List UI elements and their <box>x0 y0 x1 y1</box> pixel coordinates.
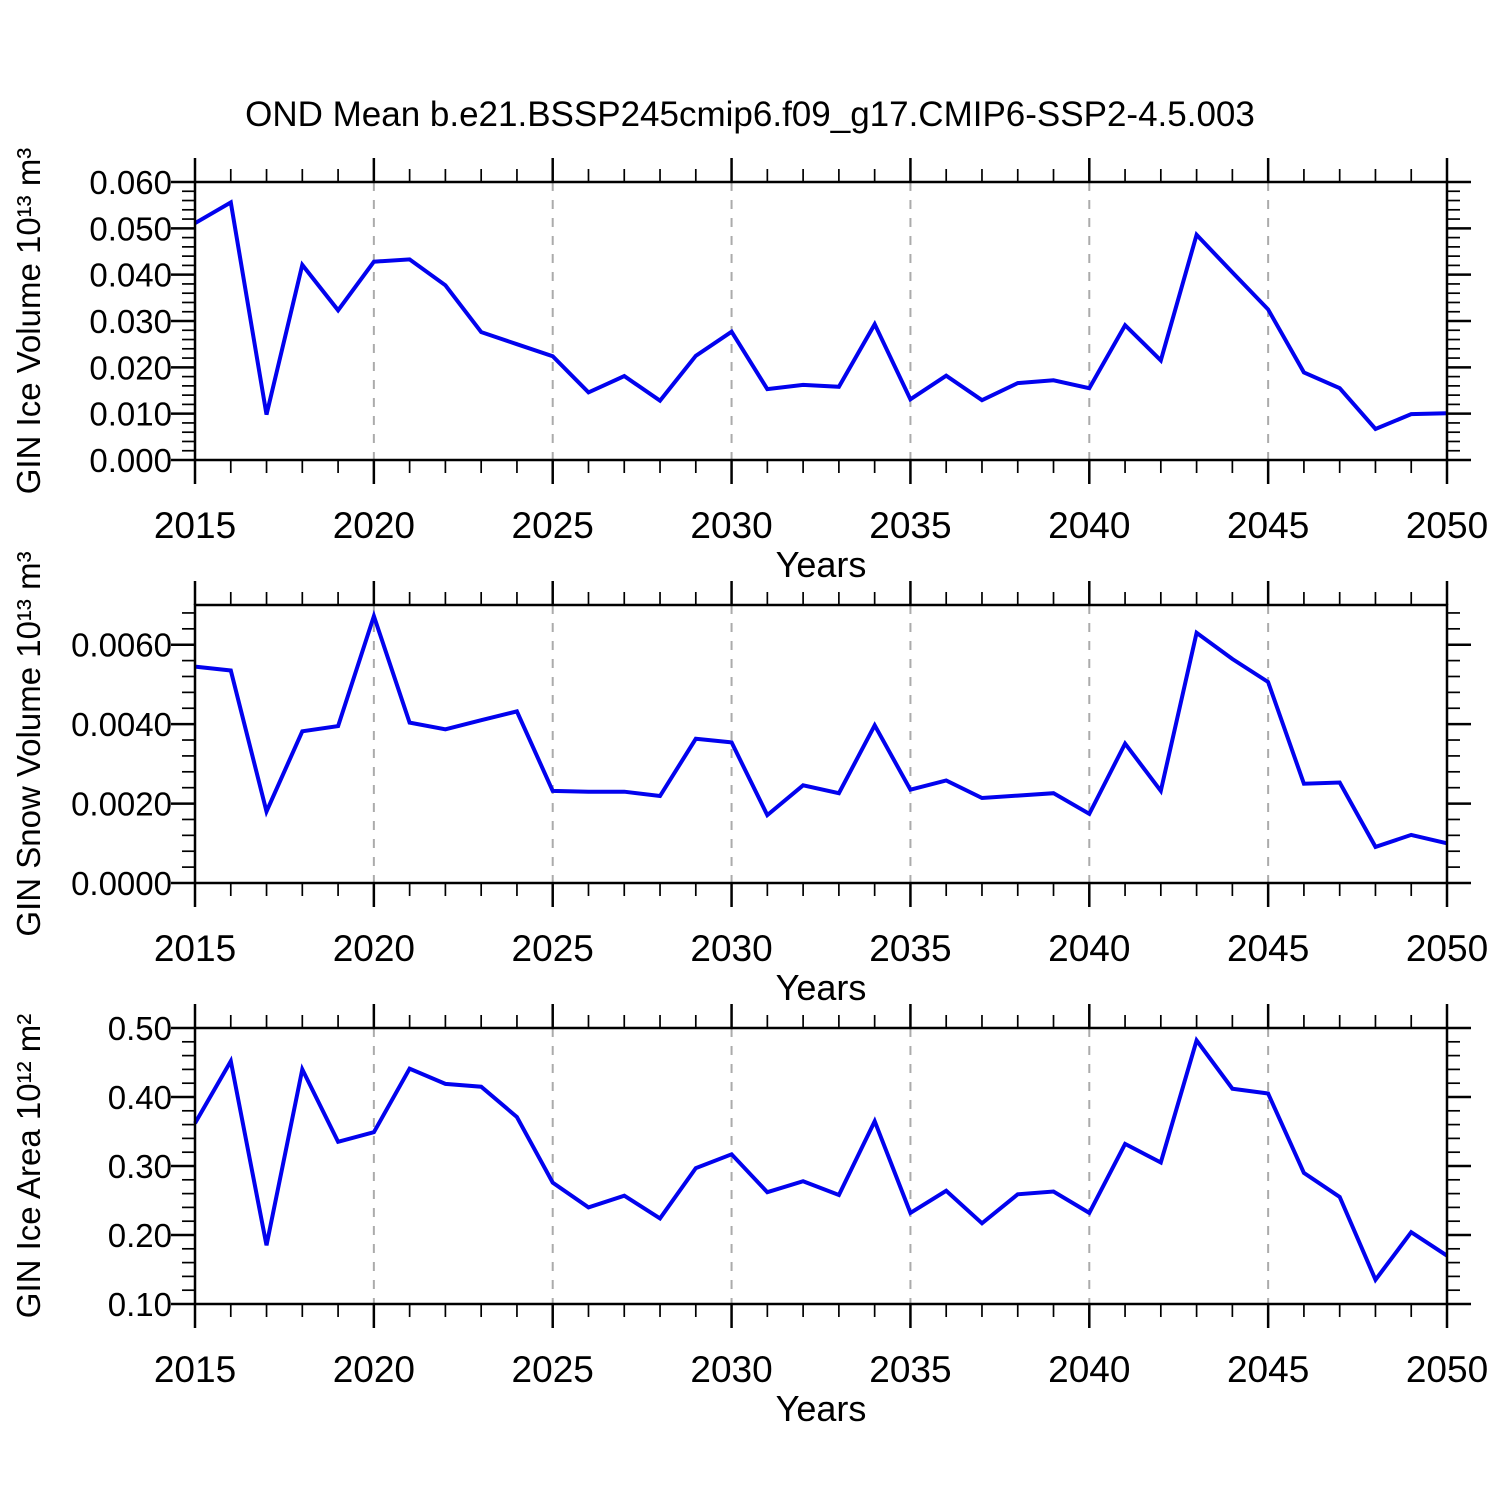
x-tick-label: 2020 <box>333 928 415 969</box>
series-line-gin-snow-volume <box>194 609 1448 850</box>
panel-gin-ice-volume: 2015 2020 2025 2030 2035 2040 2045 2050 0.000 0.0… <box>10 148 1488 585</box>
x-tick-label: 2020 <box>333 1349 415 1390</box>
plot-frame <box>193 180 1449 462</box>
y-tick-label: 0.0060 <box>71 627 172 664</box>
x-tick-label: 2030 <box>690 1349 772 1390</box>
plot-frame <box>193 603 1449 885</box>
y-tick-label: 0.0000 <box>71 865 172 902</box>
series-line-gin-ice-area <box>193 1035 1449 1284</box>
x-tick-label: 2045 <box>1227 505 1309 546</box>
x-tick-label: 2050 <box>1406 1349 1488 1390</box>
x-tick-label: 2025 <box>512 1349 594 1390</box>
plot-frame <box>193 1026 1449 1306</box>
x-tick-label: 2035 <box>869 928 951 969</box>
x-tick-label: 2020 <box>333 505 415 546</box>
y-tick-label: 0.040 <box>89 257 172 294</box>
y-axis-label: GIN Ice Volume 10¹³ m³ <box>10 148 47 495</box>
x-axis-label: Years <box>776 544 867 585</box>
y-tick-label: 0.010 <box>89 396 172 433</box>
y-tick-label: 0.40 <box>108 1079 172 1116</box>
x-tick-label: 2015 <box>154 928 236 969</box>
x-tick-label: 2035 <box>869 505 951 546</box>
y-tick-label: 0.20 <box>108 1217 172 1254</box>
x-tick-label: 2050 <box>1406 928 1488 969</box>
x-tick-label: 2015 <box>154 1349 236 1390</box>
y-tick-label: 0.060 <box>89 164 172 201</box>
figure-title: OND Mean b.e21.BSSP245cmip6.f09_g17.CMIP… <box>245 95 1255 134</box>
y-axis-label: GIN Ice Area 10¹² m² <box>10 1014 47 1318</box>
series-line-gin-ice-volume <box>193 199 1448 432</box>
x-axis-label: Years <box>776 967 867 1008</box>
y-tick-label: 0.0020 <box>71 786 172 823</box>
x-axis-label: Years <box>776 1388 867 1429</box>
x-tick-label: 2030 <box>690 505 772 546</box>
y-axis-label: GIN Snow Volume 10¹³ m³ <box>10 551 47 936</box>
panel-gin-ice-area: 2015 2020 2025 2030 2035 2040 2045 2050 0.10 0.20… <box>10 1004 1488 1429</box>
x-tick-label: 2025 <box>512 505 594 546</box>
x-tick-label: 2025 <box>512 928 594 969</box>
x-tick-label: 2015 <box>154 505 236 546</box>
y-tick-label: 0.020 <box>89 349 172 386</box>
y-tick-label: 0.000 <box>89 442 172 479</box>
y-tick-label: 0.050 <box>89 210 172 247</box>
y-tick-label: 0.0040 <box>71 706 172 743</box>
y-tick-label: 0.30 <box>108 1148 172 1185</box>
x-tick-label: 2040 <box>1048 928 1130 969</box>
panel-gin-snow-volume: 2015 2020 2025 2030 2035 2040 2045 2050 0.0000 0.… <box>10 551 1488 1008</box>
x-tick-label: 2040 <box>1048 1349 1130 1390</box>
x-tick-label: 2045 <box>1227 928 1309 969</box>
y-tick-label: 0.030 <box>89 303 172 340</box>
y-tick-label: 0.50 <box>108 1010 172 1047</box>
y-tick-label: 0.10 <box>108 1286 172 1323</box>
x-tick-label: 2035 <box>869 1349 951 1390</box>
x-tick-label: 2030 <box>690 928 772 969</box>
x-tick-label: 2050 <box>1406 505 1488 546</box>
x-tick-label: 2045 <box>1227 1349 1309 1390</box>
x-tick-label: 2040 <box>1048 505 1130 546</box>
